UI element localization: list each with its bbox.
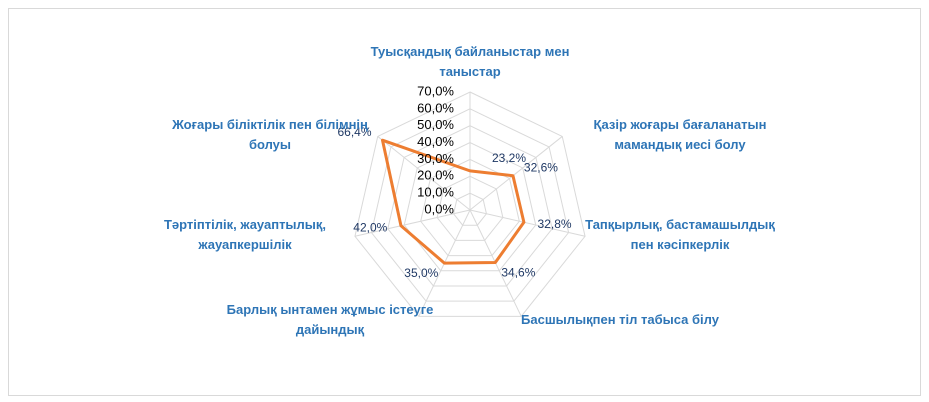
tick-label: 50,0% <box>417 117 454 132</box>
grid-ring <box>436 175 504 241</box>
category-label: Тәртіптілік, жауаптылық, жауапкершілік <box>163 217 327 252</box>
value-label: 66,4% <box>338 125 372 139</box>
category-label: Барлық ынтамен жұмыс істеуге дайындық <box>226 302 434 337</box>
spoke <box>469 209 586 237</box>
spoke <box>354 209 471 237</box>
grid-ring <box>354 91 586 317</box>
category-label: Басшылықпен тіл табыса білу <box>521 312 719 327</box>
tick-label: 40,0% <box>417 134 454 149</box>
tick-label: 60,0% <box>417 100 454 115</box>
value-label: 32,8% <box>538 217 572 231</box>
value-label: 23,2% <box>492 151 526 165</box>
tick-label: 70,0% <box>417 83 454 98</box>
grid-ring <box>420 158 520 257</box>
value-label: 34,6% <box>501 266 535 280</box>
value-label: 32,6% <box>524 160 558 174</box>
spoke <box>377 136 471 211</box>
tick-label: 10,0% <box>417 185 454 200</box>
spoke <box>469 136 563 211</box>
tick-label: 20,0% <box>417 168 454 183</box>
grid-ring <box>403 142 537 272</box>
value-label: 42,0% <box>353 221 387 235</box>
value-label: 35,0% <box>404 266 438 280</box>
tick-label: 0,0% <box>424 201 454 216</box>
category-label: Қазір жоғары бағаланатын мамандық иесі б… <box>593 117 767 152</box>
category-label: Туысқандық байланыстар мен таныстар <box>370 44 570 79</box>
tick-label: 30,0% <box>417 151 454 166</box>
category-label: Жоғары біліктілік пен білімнің болуы <box>172 117 368 152</box>
category-label: Тапқырлық, бастамашылдық пен кәсіпкерлік <box>585 217 775 252</box>
grid-ring <box>453 192 487 226</box>
grid-ring <box>387 125 553 287</box>
data-line <box>380 138 526 265</box>
chart-border <box>8 8 921 396</box>
